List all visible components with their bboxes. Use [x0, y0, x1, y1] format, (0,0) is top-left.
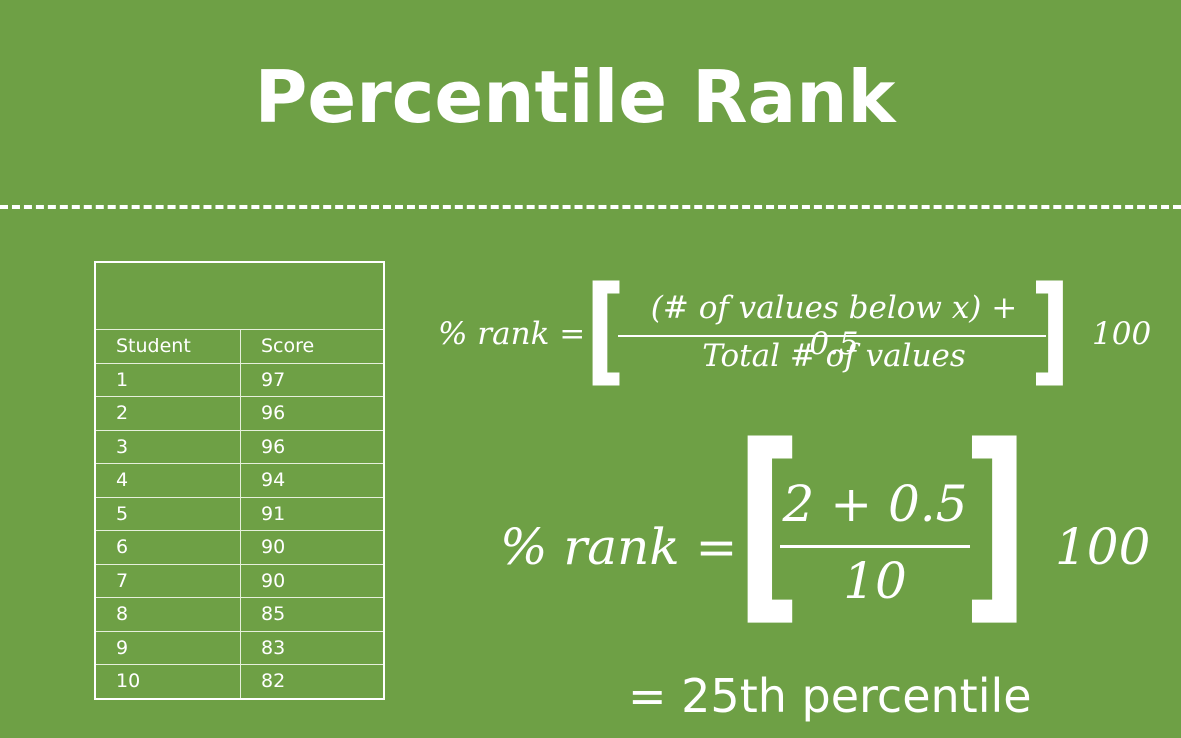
- table-row: 10 82: [94, 664, 385, 699]
- general-fraction-bar: [618, 335, 1046, 337]
- table-blank-cell: [94, 261, 385, 330]
- table-row: 1 97: [94, 362, 385, 397]
- score-cell: 90: [240, 563, 385, 598]
- score-cell: 97: [240, 362, 385, 397]
- applied-multiplier: 100: [1055, 518, 1151, 576]
- applied-right-bracket: ]: [962, 400, 1030, 645]
- dashed-divider: [0, 205, 1181, 209]
- general-denominator: Total # of values: [702, 338, 966, 374]
- table-row: 5 91: [94, 496, 385, 531]
- score-cell: 90: [240, 530, 385, 565]
- slide-title: Percentile Rank: [254, 55, 896, 139]
- student-cell: 6: [94, 530, 241, 565]
- table-row: 6 90: [94, 530, 385, 565]
- score-cell: 96: [240, 429, 385, 464]
- table-header-row: Student Score: [94, 329, 385, 364]
- student-cell: 2: [94, 396, 241, 431]
- header-student: Student: [94, 329, 241, 364]
- applied-fraction-bar: [780, 545, 970, 548]
- student-cell: 7: [94, 563, 241, 598]
- general-right-bracket: ]: [1030, 260, 1071, 398]
- result-text: = 25th percentile: [628, 669, 1032, 723]
- score-table: Student Score 1 97 2 96 3 96 4 94 5 91 6…: [94, 261, 385, 700]
- score-cell: 94: [240, 463, 385, 498]
- header-score: Score: [240, 329, 385, 364]
- score-cell: 82: [240, 664, 385, 699]
- applied-numerator: 2 + 0.5: [782, 475, 968, 533]
- student-cell: 5: [94, 496, 241, 531]
- table-row: 8 85: [94, 597, 385, 632]
- score-cell: 91: [240, 496, 385, 531]
- table-row: 7 90: [94, 563, 385, 598]
- score-cell: 85: [240, 597, 385, 632]
- table-row: 3 96: [94, 429, 385, 464]
- student-cell: 8: [94, 597, 241, 632]
- general-left-bracket: [: [585, 260, 626, 398]
- applied-left-bracket: [: [735, 400, 803, 645]
- general-multiplier: 100: [1092, 316, 1152, 352]
- applied-formula-lhs: % rank =: [500, 518, 738, 576]
- general-numerator: (# of values below x) + 0.5: [650, 290, 1018, 362]
- student-cell: 1: [94, 362, 241, 397]
- applied-denominator: 10: [843, 552, 907, 610]
- table-row: 9 83: [94, 630, 385, 665]
- table-row: 2 96: [94, 396, 385, 431]
- table-row: 4 94: [94, 463, 385, 498]
- general-formula-lhs: % rank =: [438, 316, 586, 352]
- student-cell: 9: [94, 630, 241, 665]
- student-cell: 3: [94, 429, 241, 464]
- student-cell: 4: [94, 463, 241, 498]
- student-cell: 10: [94, 664, 241, 699]
- table-blank-row: [94, 261, 385, 330]
- score-cell: 96: [240, 396, 385, 431]
- score-cell: 83: [240, 630, 385, 665]
